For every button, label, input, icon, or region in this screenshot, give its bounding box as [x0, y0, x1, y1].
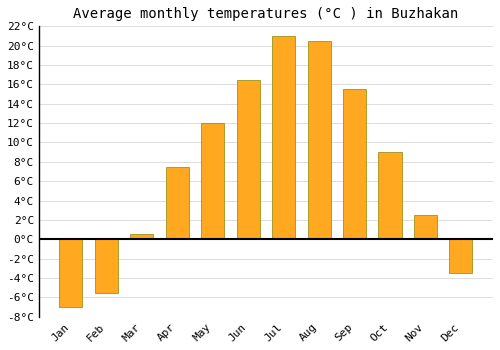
Bar: [272, 36, 295, 239]
Bar: [450, 239, 472, 273]
Bar: [166, 167, 189, 239]
Bar: [130, 234, 154, 239]
Bar: [236, 79, 260, 239]
Bar: [414, 215, 437, 239]
Bar: [343, 89, 366, 239]
Title: Average monthly temperatures (°C ) in Buzhakan: Average monthly temperatures (°C ) in Bu…: [74, 7, 458, 21]
Bar: [308, 41, 330, 239]
Bar: [60, 239, 82, 307]
Bar: [201, 123, 224, 239]
Bar: [95, 239, 118, 293]
Bar: [378, 152, 402, 239]
